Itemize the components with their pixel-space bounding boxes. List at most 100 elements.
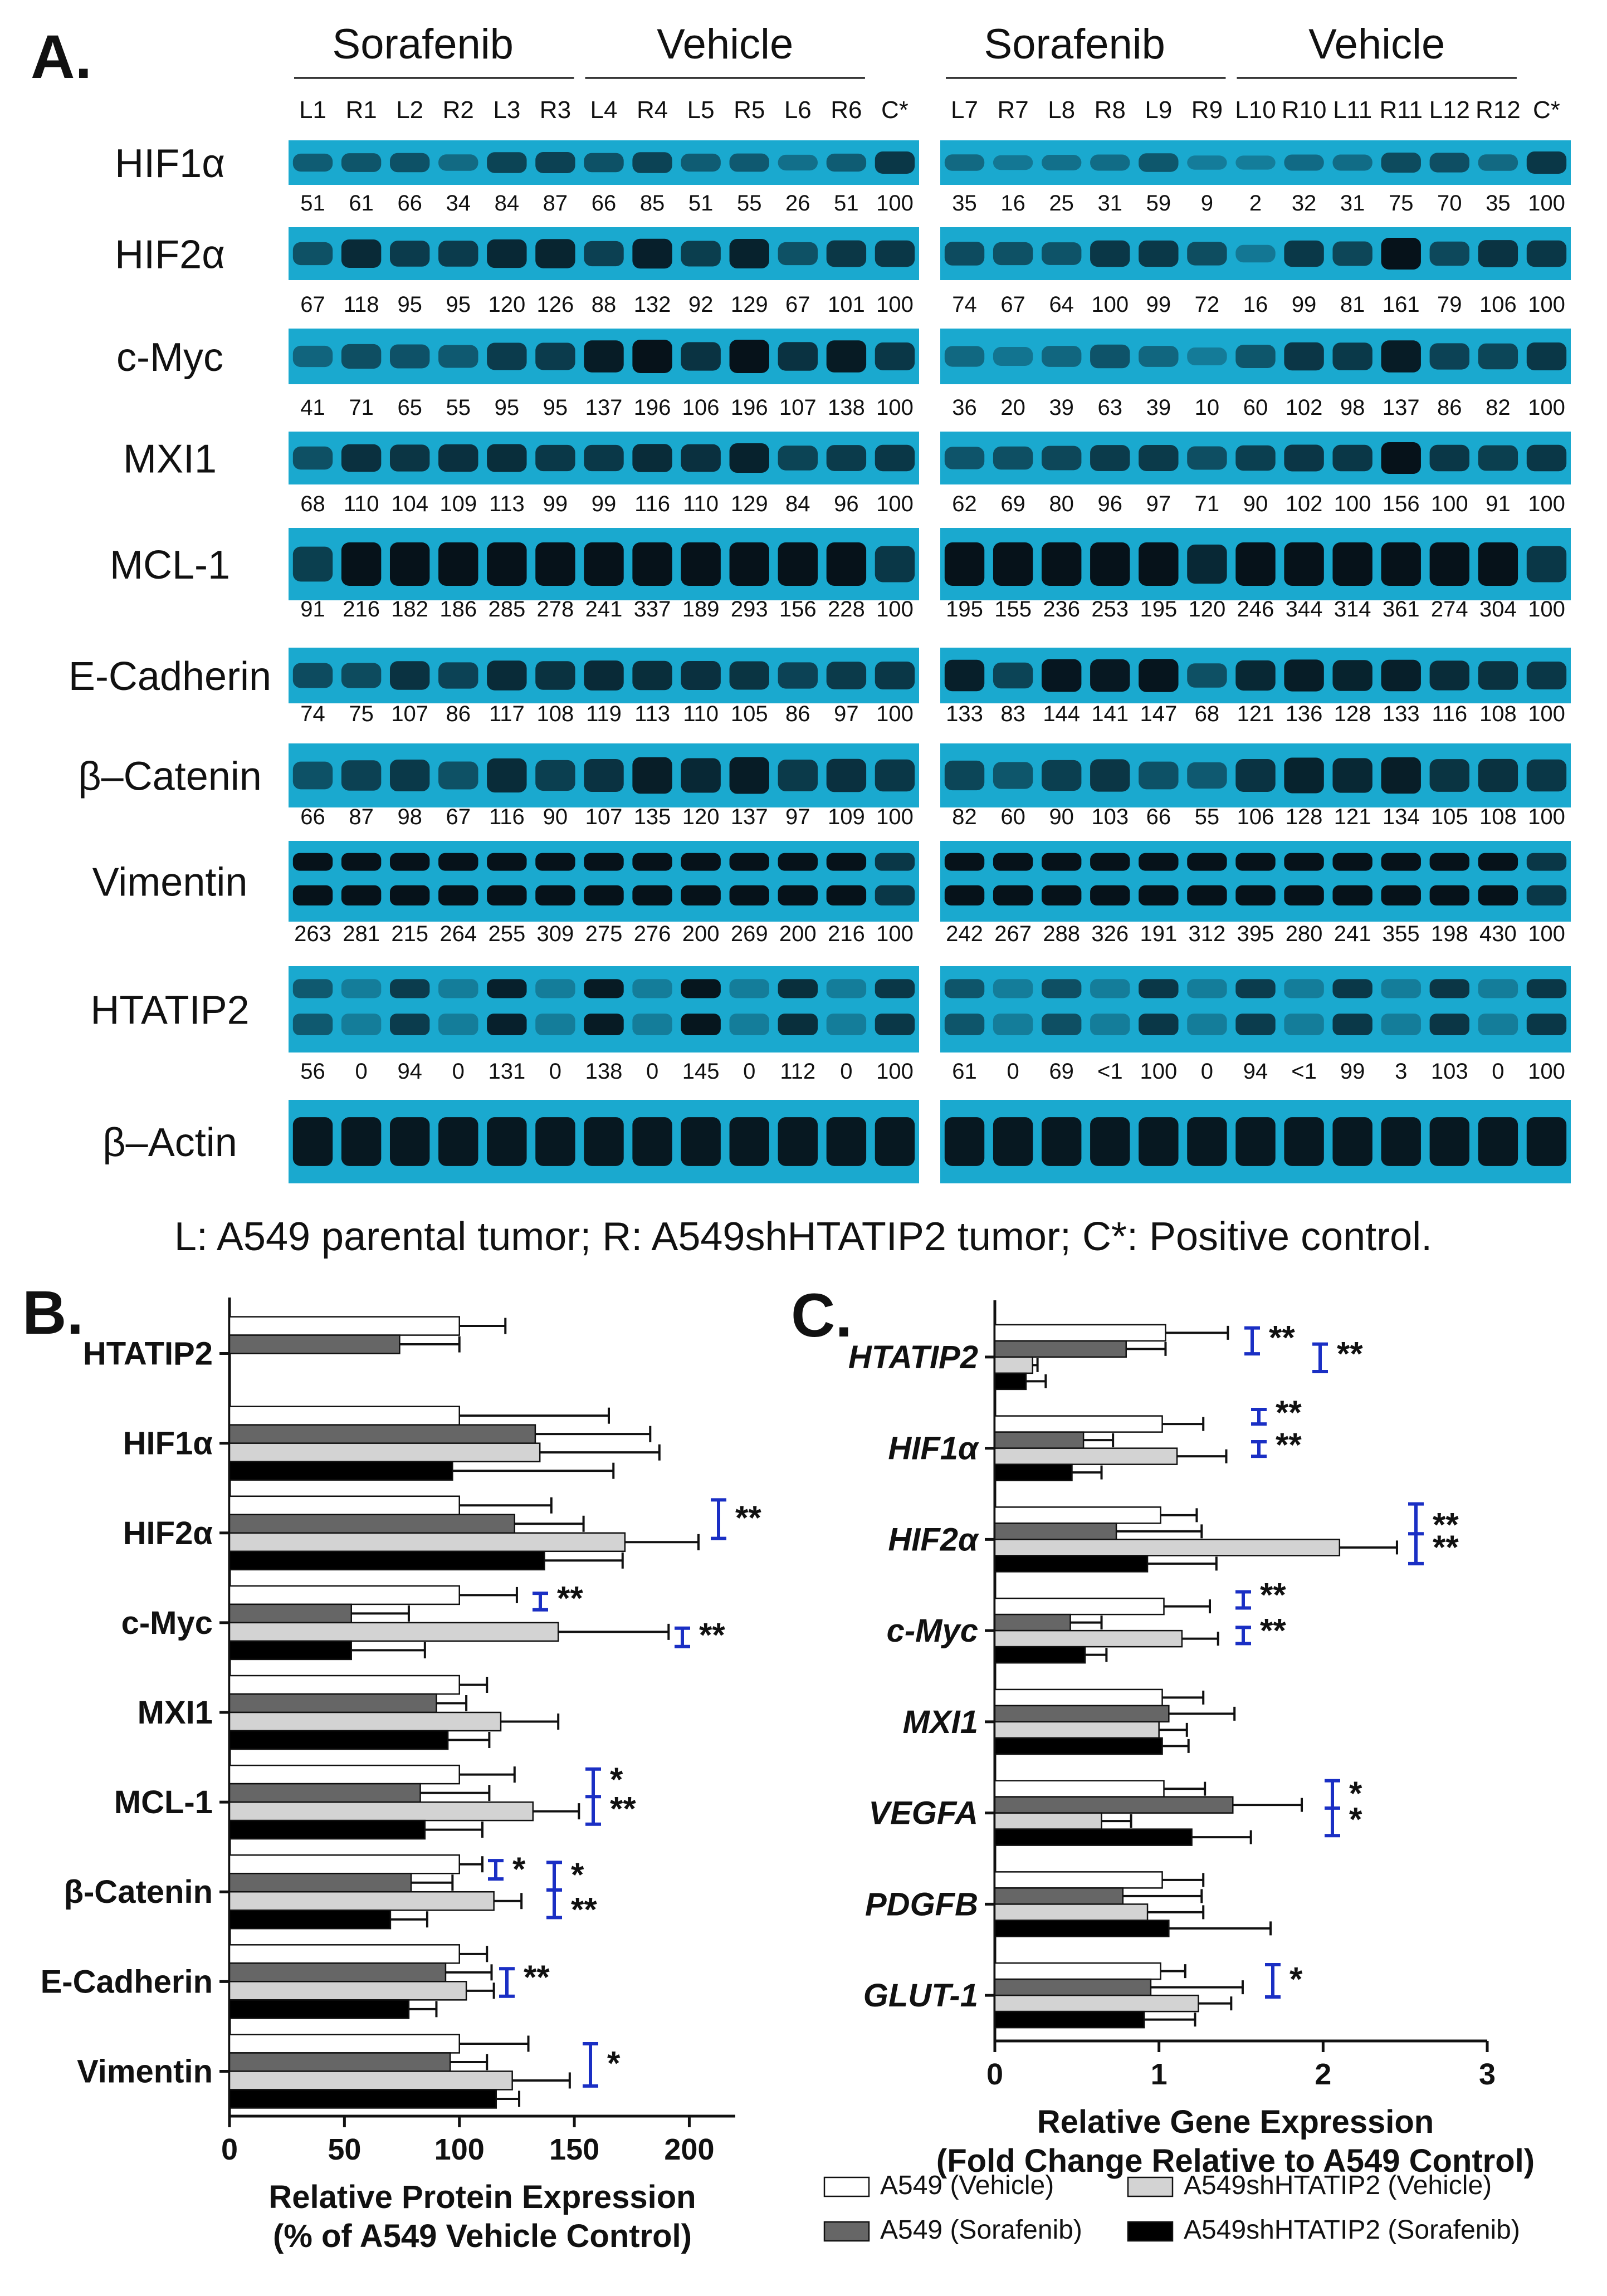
band-quant-value: 128 (1334, 702, 1371, 726)
lane-label: L11 (1333, 96, 1372, 124)
blot-band (729, 1117, 769, 1166)
band-quant-value: 100 (876, 702, 914, 726)
blot-band (1381, 853, 1421, 871)
bar (994, 1688, 1163, 1707)
bar (994, 1887, 1124, 1905)
lane-label: R2 (443, 96, 474, 124)
blot-band (1139, 542, 1179, 586)
blot-band (632, 542, 672, 586)
band-quant-value: 94 (397, 1059, 422, 1084)
band-quant-value: 99 (1146, 292, 1171, 317)
band-quant-value: 195 (946, 597, 983, 621)
band-quant-value: 0 (1201, 1059, 1213, 1084)
band-quant-value: 16 (1000, 191, 1025, 216)
group-header: Sorafenib (333, 21, 514, 68)
bar (994, 1372, 1027, 1391)
category-label: E-Cadherin (41, 1964, 213, 2000)
blot-band (1284, 885, 1324, 905)
band-quant-value: 108 (1479, 805, 1517, 829)
blot-band (487, 342, 527, 370)
bar (994, 1340, 1127, 1358)
blot-band (1332, 1014, 1372, 1035)
blot-band (875, 151, 915, 174)
blot-band (1235, 759, 1276, 792)
significance-mark: ** (1276, 1426, 1302, 1463)
blot-band (1187, 155, 1227, 170)
band-quant-value: 100 (1528, 492, 1565, 516)
blot-label: E-Cadherin (69, 654, 271, 699)
blot-band (681, 1014, 721, 1035)
blot-band (875, 1117, 915, 1166)
blot-band (826, 979, 867, 998)
band-quant-value: 106 (1479, 292, 1517, 317)
band-quant-value: 25 (1049, 191, 1074, 216)
blot-band (1041, 346, 1082, 367)
bar (994, 1828, 1193, 1846)
panel-c-label: C. (791, 1281, 852, 1350)
blot-band (1187, 979, 1227, 998)
blot-band (875, 885, 915, 905)
bar (228, 1801, 534, 1822)
band-quant-value: 97 (834, 702, 859, 726)
band-quant-value: 100 (1528, 597, 1565, 621)
band-quant-value: 31 (1098, 191, 1123, 216)
band-quant-value: 100 (1091, 292, 1129, 317)
band-quant-value: 309 (537, 922, 574, 946)
blot-band (729, 542, 769, 586)
blot-band (778, 242, 818, 266)
significance-mark: * (571, 1856, 584, 1893)
blot-band (535, 853, 575, 871)
blot-band (875, 979, 915, 998)
blot-band (993, 885, 1033, 905)
blot-band (584, 1117, 624, 1166)
band-quant-value: 314 (1334, 597, 1371, 621)
blot-band (438, 979, 478, 998)
blot-band (1235, 853, 1276, 871)
blot-band (389, 1014, 430, 1035)
bar (228, 1854, 460, 1874)
category-label: MXI1 (138, 1695, 213, 1731)
bar (994, 1705, 1170, 1723)
blot-band (487, 758, 527, 793)
significance-mark: ** (1260, 1612, 1286, 1649)
band-quant-value: 99 (592, 492, 617, 516)
category-label: β-Catenin (64, 1874, 213, 1910)
blot-band (681, 444, 721, 472)
blot-band (438, 542, 478, 586)
bar (994, 1780, 1165, 1798)
band-quant-value: 82 (952, 805, 977, 829)
legend-label: A549 (Sorafenib) (880, 2215, 1082, 2245)
blot-band (681, 342, 721, 371)
band-quant-value: 55 (737, 191, 762, 216)
blot-band (993, 762, 1033, 789)
blot-band (341, 979, 382, 998)
blot-band (944, 154, 985, 171)
blot-band (729, 661, 769, 690)
blot-band (826, 1117, 867, 1166)
bar (228, 1622, 559, 1642)
band-quant-value: 91 (1486, 492, 1511, 516)
x-tick-label: 2 (1315, 2058, 1331, 2091)
blot-band (292, 979, 333, 998)
band-quant-value: 103 (1431, 1059, 1468, 1084)
bar (228, 1730, 449, 1750)
panel-a-label: A. (31, 23, 92, 91)
lane-label: R9 (1191, 96, 1223, 124)
blot-band (1526, 853, 1567, 871)
band-quant-value: 96 (1098, 492, 1123, 516)
blot-band (1235, 1014, 1276, 1035)
blot-band (778, 979, 818, 998)
bar (228, 2052, 451, 2072)
band-quant-value: 10 (1195, 395, 1220, 420)
band-quant-value: 120 (682, 805, 720, 829)
band-quant-value: 100 (1140, 1059, 1177, 1084)
blot-band (1381, 1014, 1421, 1035)
blot-band (292, 1117, 333, 1166)
blot-band (1332, 444, 1372, 472)
blot-band (778, 154, 818, 171)
blot-band (1090, 445, 1130, 471)
blot-band (1429, 979, 1470, 998)
blot-band (1187, 544, 1227, 584)
blot-band (826, 662, 867, 689)
